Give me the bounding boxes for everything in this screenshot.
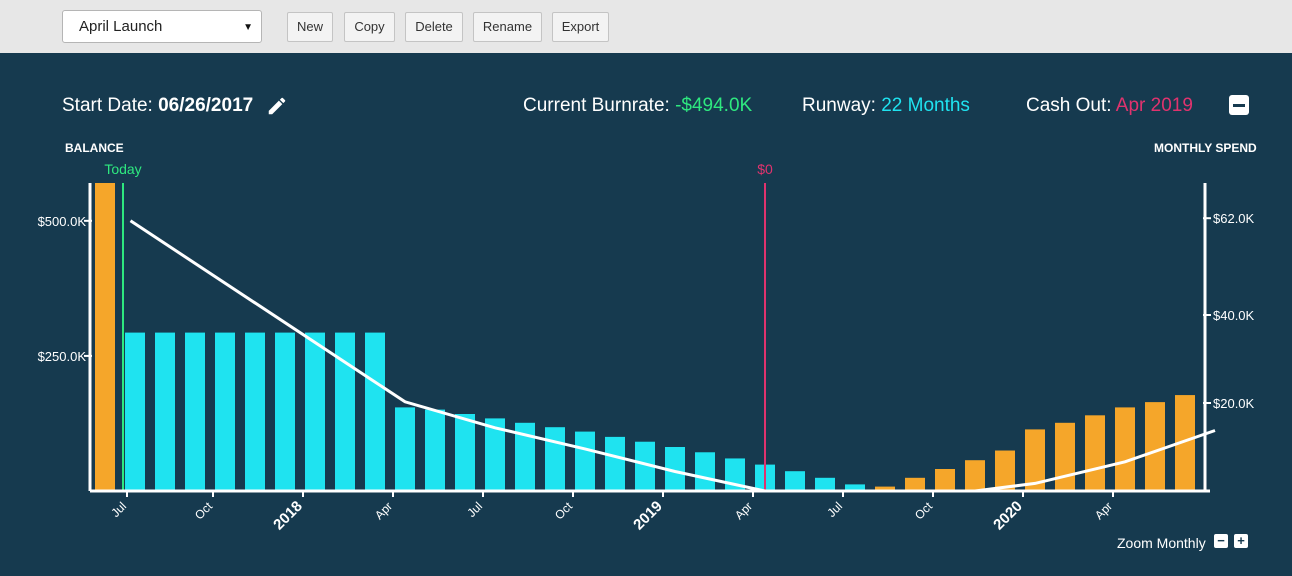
- x-tick-label: 2020: [990, 498, 1026, 534]
- spend-bar: [575, 431, 595, 491]
- spend-bar: [1175, 395, 1195, 491]
- scenario-select[interactable]: April Launch ▼: [62, 10, 262, 43]
- x-tick-label: Apr: [372, 499, 395, 522]
- zero-label: $0: [757, 161, 773, 177]
- x-tick-label: 2019: [630, 498, 666, 534]
- spend-bar: [935, 469, 955, 491]
- toolbar: April Launch ▼ New Copy Delete Rename Ex…: [0, 0, 1292, 53]
- spend-bar: [905, 477, 925, 491]
- cashout-value: Apr 2019: [1115, 95, 1193, 116]
- spend-bar: [185, 332, 205, 491]
- spend-bar: [125, 332, 145, 491]
- start-date-label: Start Date:: [62, 95, 153, 116]
- runway-value: 22 Months: [881, 95, 970, 116]
- spend-bar: [1025, 429, 1045, 491]
- spend-bar: [1145, 402, 1165, 491]
- x-tick-label: Oct: [912, 499, 936, 523]
- rename-button[interactable]: Rename: [473, 12, 542, 42]
- spend-bar: [245, 332, 265, 491]
- spend-bar: [395, 407, 415, 491]
- pencil-icon[interactable]: [266, 95, 288, 117]
- spend-bar: [995, 450, 1015, 491]
- x-tick-label: 2018: [270, 498, 306, 534]
- new-button[interactable]: New: [287, 12, 333, 42]
- x-tick-label: Jul: [824, 499, 845, 520]
- spend-bar: [635, 441, 655, 491]
- scenario-select-value: April Launch: [79, 18, 163, 35]
- spend-bar: [875, 486, 895, 491]
- runway-label: Runway:: [802, 95, 876, 116]
- spend-bar: [335, 332, 355, 491]
- monthly-spend-axis-title: MONTHLY SPEND: [1154, 141, 1257, 155]
- spend-tick-label: $20.0K: [1213, 396, 1255, 411]
- spend-tick-label: $62.0K: [1213, 211, 1255, 226]
- delete-button[interactable]: Delete: [405, 12, 463, 42]
- spend-bar: [365, 332, 385, 491]
- x-tick-label: Apr: [1092, 499, 1115, 522]
- export-button[interactable]: Export: [552, 12, 609, 42]
- current-burnrate: Current Burnrate: -$494.0K: [523, 95, 752, 117]
- collapse-icon[interactable]: [1229, 95, 1249, 115]
- x-tick-label: Jul: [464, 499, 485, 520]
- spend-bar: [95, 183, 115, 491]
- balance-tick-label: $250.0K: [38, 349, 87, 364]
- spend-bar: [845, 484, 865, 491]
- copy-button[interactable]: Copy: [344, 12, 395, 42]
- spend-bar: [815, 477, 835, 491]
- spend-bar: [155, 332, 175, 491]
- x-tick-label: Oct: [192, 499, 216, 523]
- cashout-label: Cash Out:: [1026, 95, 1112, 116]
- start-date: Start Date: 06/26/2017: [62, 95, 253, 117]
- x-tick-label: Apr: [732, 499, 755, 522]
- burnrate-label: Current Burnrate:: [523, 95, 670, 116]
- spend-bar: [695, 452, 715, 491]
- x-tick-label: Oct: [552, 499, 576, 523]
- spend-bar: [425, 409, 445, 491]
- spend-bar: [785, 471, 805, 491]
- start-date-value: 06/26/2017: [158, 95, 254, 116]
- x-tick-label: Jul: [108, 499, 129, 520]
- spend-bar: [515, 422, 535, 491]
- spend-bar: [965, 460, 985, 491]
- spend-bar: [1055, 422, 1075, 491]
- spend-bar: [1115, 407, 1135, 491]
- spend-bar: [305, 332, 325, 491]
- spend-bar: [605, 436, 625, 491]
- chevron-down-icon: ▼: [243, 22, 253, 33]
- spend-bar: [275, 332, 295, 491]
- cash-out: Cash Out: Apr 2019: [1026, 95, 1193, 117]
- zoom-in-button[interactable]: +: [1234, 534, 1248, 548]
- burnrate-value: -$494.0K: [675, 95, 753, 116]
- spend-bar: [1085, 415, 1105, 491]
- spend-bar: [215, 332, 235, 491]
- spend-bar: [665, 447, 685, 491]
- balance-axis-title: BALANCE: [65, 141, 124, 155]
- runway: Runway: 22 Months: [802, 95, 970, 117]
- spend-tick-label: $40.0K: [1213, 308, 1255, 323]
- spend-bar: [545, 427, 565, 491]
- balance-line: [129, 219, 1216, 493]
- today-label: Today: [104, 161, 141, 177]
- balance-tick-label: $500.0K: [38, 214, 87, 229]
- spend-bar: [485, 418, 505, 491]
- zoom-out-button[interactable]: −: [1214, 534, 1228, 548]
- zoom-label: Zoom Monthly: [1117, 535, 1206, 551]
- spend-bar: [455, 414, 475, 491]
